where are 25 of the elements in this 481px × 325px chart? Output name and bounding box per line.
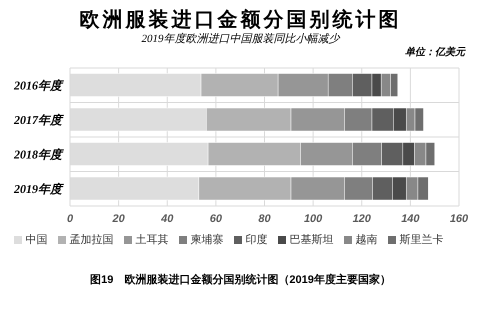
y-tick-label: 2018年度 <box>13 148 64 162</box>
legend-label: 土耳其 <box>136 234 168 246</box>
x-tick-label: 120 <box>352 212 372 225</box>
legend-label: 斯里兰卡 <box>400 234 444 246</box>
legend-label: 柬埔寨 <box>190 234 224 246</box>
chart-subtitle: 2019年度欧洲进口中国服装同比小幅减少 <box>140 32 342 46</box>
text: 单位：亿美元 <box>404 46 467 60</box>
x-tick-label: 100 <box>304 212 324 225</box>
x-tick-label: 140 <box>401 212 420 225</box>
x-tick-label: 20 <box>112 212 126 225</box>
y-tick-label: 2017年度 <box>13 113 64 128</box>
legend-label: 越南 <box>356 234 378 246</box>
chart-title: 欧洲服装进口金额分国别统计图 <box>78 8 402 32</box>
legend-label: 印度 <box>246 234 268 246</box>
x-tick-label: 80 <box>258 212 272 225</box>
legend-label: 中国 <box>26 234 48 246</box>
caption: 图19 欧洲服装进口金额分国别统计图（2019年度主要国家） <box>89 272 392 287</box>
legend-label: 巴基斯坦 <box>290 234 334 246</box>
x-tick-label: 0 <box>66 212 74 225</box>
legend-label: 孟加拉国 <box>70 234 114 246</box>
x-tick-label: 40 <box>160 212 174 225</box>
x-tick-label: 160 <box>450 212 470 225</box>
y-tick-label: 2016年度 <box>13 78 64 93</box>
y-tick-label: 2019年度 <box>13 182 64 196</box>
x-tick-label: 60 <box>210 212 223 225</box>
